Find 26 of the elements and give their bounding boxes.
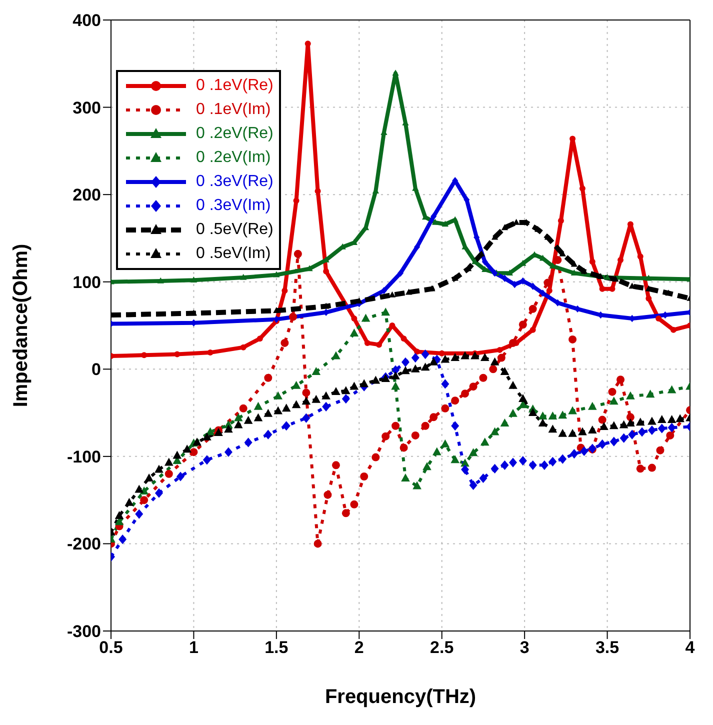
x-tick-label: 1.5 (264, 638, 288, 658)
y-tick-label: -300 (66, 622, 101, 642)
x-tick-label: 1 (188, 638, 198, 658)
y-axis-title: Impedance(Ohm) (10, 244, 32, 408)
legend-label: 0 .5eV(Im) (196, 245, 271, 263)
y-tick-label: -100 (66, 447, 101, 466)
legend-label: 0 .3eV(Re) (196, 173, 274, 191)
y-tick-label: 100 (72, 272, 101, 292)
y-tick-label: 200 (72, 186, 101, 205)
x-axis-title: Frequency(THz) (324, 686, 476, 708)
x-tick-label: 3.5 (595, 638, 620, 658)
legend-label: 0 .2eV(Re) (196, 125, 274, 143)
x-tick-label: 2 (354, 638, 364, 658)
y-tick-label: 300 (72, 98, 101, 118)
x-tick-label: 2.5 (430, 638, 454, 658)
legend-label: 0 .1eV(Im) (196, 101, 271, 119)
y-tick-label: 0 (92, 360, 101, 380)
legend-label: 0 .1eV(Re) (196, 77, 274, 95)
x-tick-label: 4 (685, 638, 696, 658)
legend-label: 0 .2eV(Im) (196, 149, 271, 167)
x-tick-label: 3 (520, 638, 530, 658)
y-tick-label: -200 (66, 534, 101, 554)
x-tick-label: 0.5 (99, 638, 123, 658)
legend-label: 0 .3eV(Im) (196, 197, 271, 215)
y-tick-label: 400 (72, 11, 101, 30)
legend-label: 0 .5eV(Re) (196, 221, 274, 239)
